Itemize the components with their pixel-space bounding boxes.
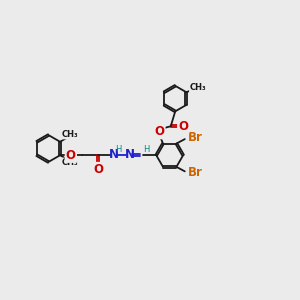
Text: N: N [124,148,134,161]
Text: CH₃: CH₃ [62,130,78,139]
Text: O: O [178,120,188,133]
Text: O: O [93,163,103,176]
Text: Br: Br [188,166,203,179]
Text: CH₃: CH₃ [62,158,78,167]
Text: H: H [143,146,150,154]
Text: O: O [66,149,76,162]
Text: H: H [115,146,122,154]
Text: N: N [109,148,119,161]
Text: CH₃: CH₃ [190,83,206,92]
Text: Br: Br [188,131,203,144]
Text: O: O [154,125,164,138]
